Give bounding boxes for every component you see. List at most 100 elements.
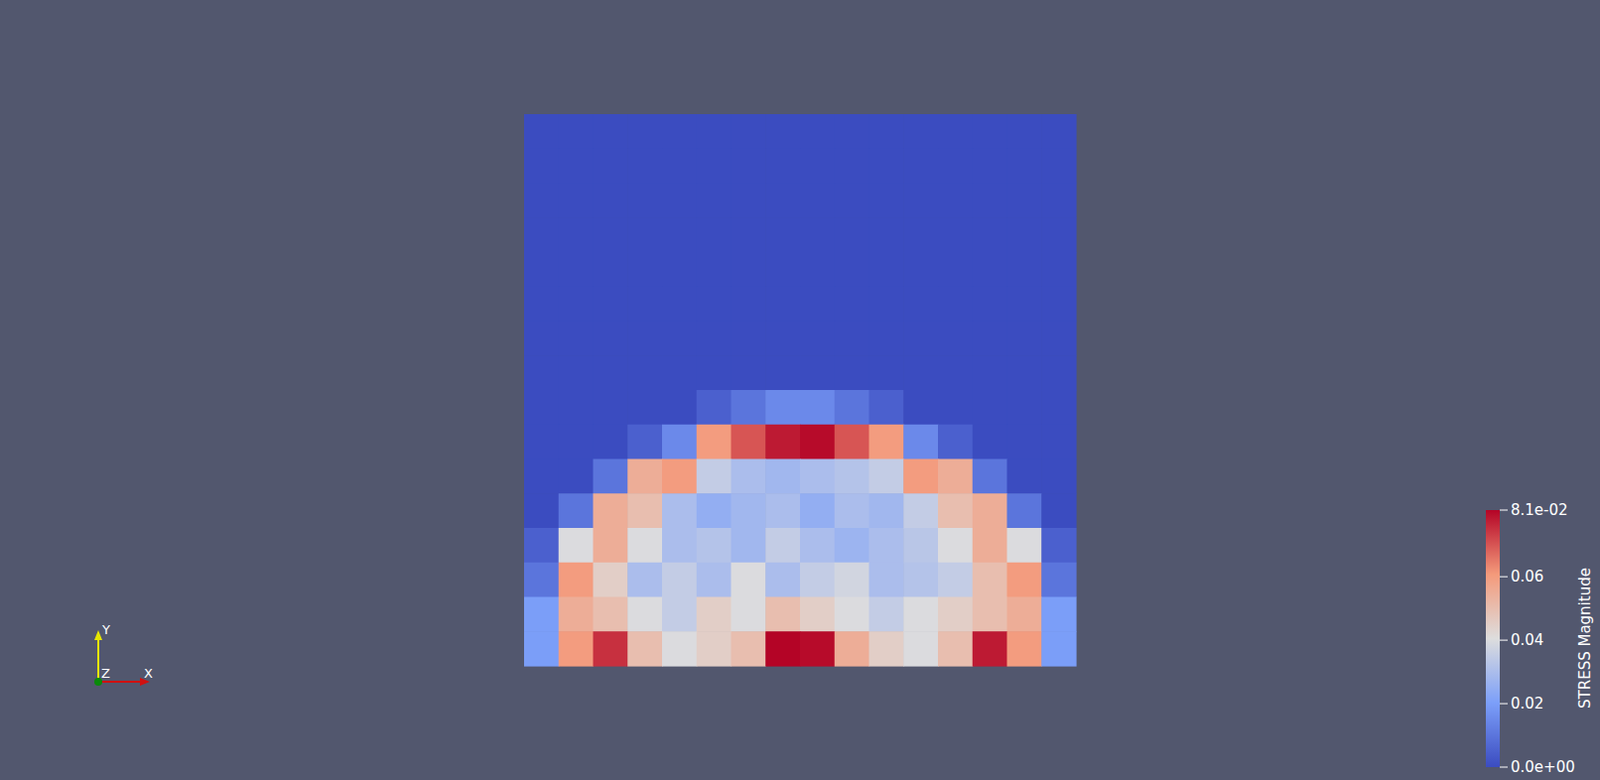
field-cell [1041, 183, 1076, 219]
field-cell [765, 148, 800, 184]
field-cell [558, 148, 594, 184]
field-cell [731, 148, 767, 184]
field-cell [1007, 390, 1043, 425]
field-cell [662, 148, 697, 184]
field-cell [972, 424, 1008, 460]
field-cell [1041, 631, 1076, 667]
field-cell [593, 321, 629, 357]
field-cell [627, 321, 663, 357]
field-cell [937, 252, 973, 287]
field-cell [558, 459, 594, 495]
field-cell [731, 528, 767, 563]
field-cell [869, 631, 905, 667]
field-cell [800, 390, 835, 425]
field-cell [1041, 148, 1076, 184]
field-cell [558, 493, 594, 529]
field-cell [731, 459, 767, 495]
field-cell [524, 528, 559, 563]
field-cell [524, 562, 559, 598]
field-cell [972, 252, 1008, 287]
field-cell [731, 286, 767, 322]
field-cell [972, 562, 1008, 598]
field-cell [903, 390, 938, 425]
field-cell [593, 114, 629, 149]
field-cell [1007, 562, 1043, 598]
field-cell [524, 286, 559, 322]
field-cell [937, 528, 973, 563]
field-cell [800, 631, 835, 667]
color-tick-label: 0.06 [1510, 567, 1544, 586]
color-tick-label: 0.0e+00 [1510, 758, 1576, 777]
field-cell [903, 252, 938, 287]
field-cell [731, 597, 767, 633]
field-cell [662, 631, 697, 667]
field-cell [558, 321, 594, 357]
field-cell [731, 183, 767, 219]
field-cell [731, 355, 767, 391]
field-cell [627, 390, 663, 425]
field-cell [1007, 493, 1043, 529]
color-tick [1499, 767, 1508, 769]
field-cell [593, 597, 629, 633]
field-cell [696, 631, 732, 667]
field-cell [593, 631, 629, 667]
field-cell [903, 631, 938, 667]
field-cell [1007, 252, 1043, 287]
field-cell [696, 459, 732, 495]
field-cell [524, 459, 559, 495]
field-cell [937, 148, 973, 184]
field-cell [834, 355, 870, 391]
field-cell [937, 114, 973, 149]
color-tick [1499, 703, 1508, 705]
field-cell [834, 321, 870, 357]
field-cell [765, 459, 800, 495]
field-cell [524, 597, 559, 633]
field-cell [903, 424, 938, 460]
field-cell [869, 252, 905, 287]
field-cell [834, 252, 870, 287]
field-cell [524, 148, 559, 184]
field-cell [696, 252, 732, 287]
color-tick-label: 8.1e-02 [1510, 501, 1569, 520]
field-cell [662, 286, 697, 322]
stress-field [524, 114, 1077, 667]
field-cell [834, 183, 870, 219]
field-cell [627, 252, 663, 287]
field-cell [869, 562, 905, 598]
field-cell [627, 528, 663, 563]
field-cell [765, 528, 800, 563]
field-cell [1041, 390, 1076, 425]
field-cell [834, 562, 870, 598]
field-cell [972, 114, 1008, 149]
field-cell [937, 493, 973, 529]
field-cell [524, 390, 559, 425]
field-cell [869, 597, 905, 633]
triad-label: Y [101, 622, 111, 638]
field-cell [662, 321, 697, 357]
field-cell [558, 355, 594, 391]
field-cell [731, 252, 767, 287]
field-cell [662, 459, 697, 495]
field-cell [662, 562, 697, 598]
field-cell [524, 321, 559, 357]
field-cell [800, 183, 835, 219]
field-cell [937, 631, 973, 667]
field-cell [627, 183, 663, 219]
field-cell [869, 424, 905, 460]
field-cell [869, 390, 905, 425]
field-cell [593, 286, 629, 322]
color-bar-title: STRESS Magnitude [1576, 567, 1595, 709]
field-cell [1007, 355, 1043, 391]
field-cell [765, 114, 800, 149]
field-cell [1041, 217, 1076, 253]
field-cell [765, 493, 800, 529]
field-cell [696, 183, 732, 219]
field-cell [1007, 528, 1043, 563]
field-cell [593, 355, 629, 391]
field-cell [1007, 183, 1043, 219]
field-cell [800, 424, 835, 460]
field-cell [1041, 597, 1076, 633]
field-cell [696, 528, 732, 563]
field-cell [662, 114, 697, 149]
field-cell [558, 528, 594, 563]
